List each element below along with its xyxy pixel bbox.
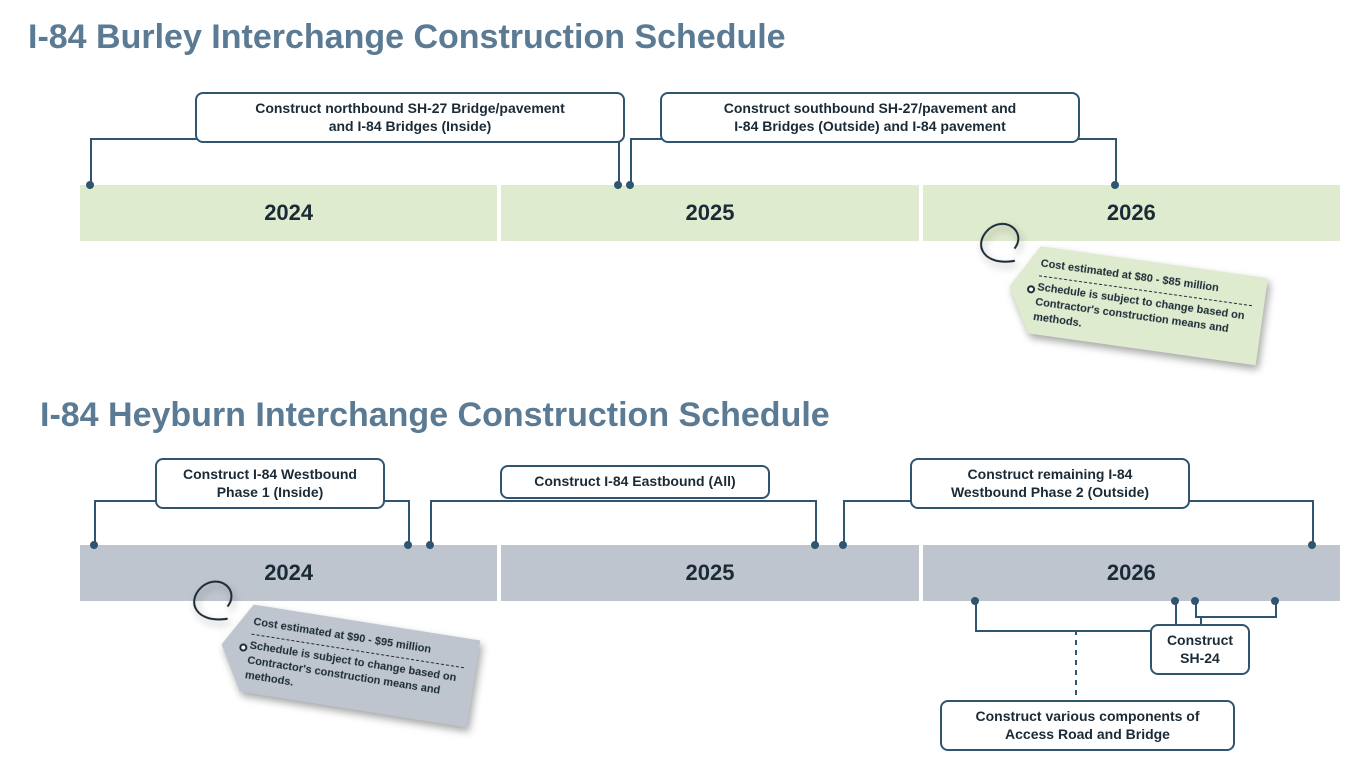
tag-hole-icon (239, 643, 248, 652)
heyburn-wb-p2-callout: Construct remaining I-84Westbound Phase … (910, 458, 1190, 509)
connector-line (408, 500, 410, 545)
connector-line (94, 500, 96, 545)
pin-icon (1111, 181, 1119, 189)
pin-icon (626, 181, 634, 189)
connector-line (1312, 500, 1314, 545)
heyburn-title: I-84 Heyburn Interchange Construction Sc… (40, 396, 830, 435)
pin-icon (614, 181, 622, 189)
heyburn-cost-tag: Cost estimated at $90 - $95 million Sche… (215, 601, 481, 728)
heyburn-wb-p1-callout: Construct I-84 WestboundPhase 1 (Inside) (155, 458, 385, 509)
heyburn-eb-callout: Construct I-84 Eastbound (All) (500, 465, 770, 499)
tag-hole-icon (1027, 285, 1036, 294)
pin-icon (1191, 597, 1199, 605)
burley-title: I-84 Burley Interchange Construction Sch… (28, 18, 786, 57)
tag-string-icon (963, 214, 1031, 282)
connector-line (630, 138, 632, 185)
burley-year-2025: 2025 (501, 185, 918, 241)
connector-line (1115, 138, 1117, 185)
burley-cost-tag: Cost estimated at $80 - $85 million Sche… (1003, 243, 1268, 366)
connector-line (618, 138, 620, 185)
pin-icon (1171, 597, 1179, 605)
connector-line (1195, 616, 1277, 618)
heyburn-year-2026: 2026 (923, 545, 1340, 601)
pin-icon (86, 181, 94, 189)
pin-icon (839, 541, 847, 549)
connector-line (815, 500, 817, 545)
connector-line (843, 500, 845, 545)
connector-line (975, 601, 977, 630)
pin-icon (811, 541, 819, 549)
pin-icon (404, 541, 412, 549)
burley-track: 2024 2025 2026 (80, 185, 1340, 241)
pin-icon (426, 541, 434, 549)
heyburn-sh24-callout: ConstructSH-24 (1150, 624, 1250, 675)
heyburn-track: 2024 2025 2026 (80, 545, 1340, 601)
pin-icon (971, 597, 979, 605)
connector-line (90, 138, 92, 185)
burley-phase-2-callout: Construct southbound SH-27/pavement andI… (660, 92, 1080, 143)
heyburn-access-road-callout: Construct various components ofAccess Ro… (940, 700, 1235, 751)
heyburn-year-2025: 2025 (501, 545, 918, 601)
pin-icon (1308, 541, 1316, 549)
burley-phase-1-callout: Construct northbound SH-27 Bridge/paveme… (195, 92, 625, 143)
connector-line (1075, 630, 1077, 700)
heyburn-year-2024: 2024 (80, 545, 497, 601)
burley-year-2024: 2024 (80, 185, 497, 241)
pin-icon (90, 541, 98, 549)
pin-icon (1271, 597, 1279, 605)
connector-line (430, 500, 815, 502)
connector-line (430, 500, 432, 545)
